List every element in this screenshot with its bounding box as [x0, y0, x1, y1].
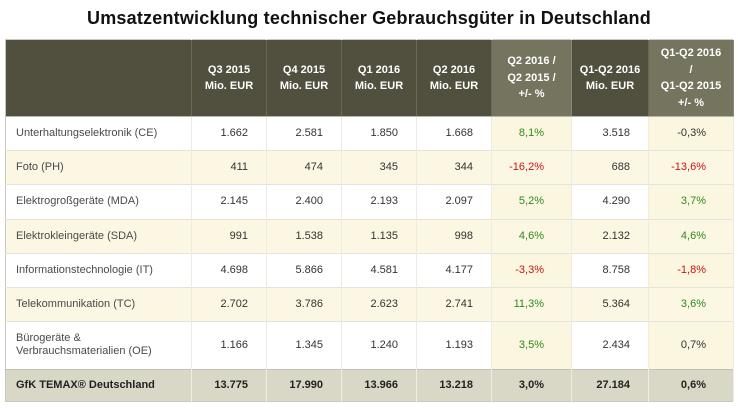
h1-change-cell: -13,6%	[648, 150, 734, 185]
value-cell: 4.581	[341, 252, 417, 288]
value-cell: 345	[341, 150, 417, 185]
value-cell: 998	[416, 218, 492, 254]
value-cell: 1.662	[191, 115, 267, 151]
value-cell: 2.145	[191, 184, 267, 220]
value-cell: 1.850	[341, 115, 417, 151]
column-header-h1-2016: Q1-Q2 2016 Mio. EUR	[571, 39, 649, 117]
value-cell: 2.581	[266, 115, 342, 151]
category-cell: Telekommunikation (TC)	[5, 286, 192, 322]
q2-change-cell: 8,1%	[491, 115, 572, 151]
h1-change-cell: -0,3%	[648, 115, 734, 151]
q2-change-cell: 5,2%	[491, 184, 572, 220]
value-cell: 4.698	[191, 252, 267, 288]
value-cell: 2.193	[341, 184, 417, 220]
temax-table: Q3 2015 Mio. EUR Q4 2015 Mio. EUR Q1 2016 …	[5, 39, 734, 402]
h1-value-cell: 2.132	[571, 218, 649, 254]
table-row: Informationstechnologie (IT) 4.698 5.866 4.…	[5, 252, 734, 288]
category-cell: Bürogeräte & Verbrauchsmaterialien (OE)	[5, 321, 192, 369]
column-header-q2-change: Q2 2016 / Q2 2015 / +/- %	[491, 39, 572, 117]
table-row: Bürogeräte & Verbrauchsmaterialien (OE) 1…	[5, 321, 734, 369]
value-cell: 2.097	[416, 184, 492, 220]
h1-change-cell: 3,7%	[648, 184, 734, 220]
q2-change-cell: 3,5%	[491, 321, 572, 369]
column-header-h1-change: Q1-Q2 2016 / Q1-Q2 2015 +/- %	[648, 39, 734, 117]
table-row: Elektrogroßgeräte (MDA) 2.145 2.400 2.193 2.…	[5, 184, 734, 220]
column-header-category	[5, 39, 192, 117]
value-cell: 1.668	[416, 115, 492, 151]
value-cell: 13.775	[191, 368, 267, 402]
h1-change-cell: 0,7%	[648, 321, 734, 369]
value-cell: 411	[191, 150, 267, 185]
category-cell: Elektrokleingeräte (SDA)	[5, 218, 192, 254]
table-row: Unterhaltungselektronik (CE) 1.662 2.581 1.…	[5, 115, 734, 151]
column-header-q1-2016: Q1 2016 Mio. EUR	[341, 39, 417, 117]
q2-change-cell: 11,3%	[491, 286, 572, 322]
h1-change-cell: 0,6%	[648, 368, 734, 402]
table-head: Q3 2015 Mio. EUR Q4 2015 Mio. EUR Q1 2016 …	[5, 39, 734, 117]
value-cell: 1.166	[191, 321, 267, 369]
value-cell: 13.218	[416, 368, 492, 402]
column-header-q2-2016: Q2 2016 Mio. EUR	[416, 39, 492, 117]
h1-value-cell: 8.758	[571, 252, 649, 288]
h1-change-cell: -1,8%	[648, 252, 734, 288]
h1-value-cell: 688	[571, 150, 649, 185]
value-cell: 2.741	[416, 286, 492, 322]
value-cell: 1.135	[341, 218, 417, 254]
value-cell: 17.990	[266, 368, 342, 402]
h1-value-cell: 4.290	[571, 184, 649, 220]
h1-change-cell: 4,6%	[648, 218, 734, 254]
table-body: Unterhaltungselektronik (CE) 1.662 2.581 1.…	[5, 115, 734, 402]
value-cell: 474	[266, 150, 342, 185]
h1-value-cell: 27.184	[571, 368, 649, 402]
value-cell: 1.345	[266, 321, 342, 369]
category-cell: Unterhaltungselektronik (CE)	[5, 115, 192, 151]
category-cell: Foto (PH)	[5, 150, 192, 185]
q2-change-cell: -3,3%	[491, 252, 572, 288]
column-header-q4-2015: Q4 2015 Mio. EUR	[266, 39, 342, 117]
category-cell: GfK TEMAX® Deutschland	[5, 368, 192, 402]
h1-value-cell: 3.518	[571, 115, 649, 151]
table-total-row: GfK TEMAX® Deutschland 13.775 17.990 13.966…	[5, 368, 734, 402]
value-cell: 4.177	[416, 252, 492, 288]
column-header-q3-2015: Q3 2015 Mio. EUR	[191, 39, 267, 117]
value-cell: 2.702	[191, 286, 267, 322]
value-cell: 1.240	[341, 321, 417, 369]
q2-change-cell: 4,6%	[491, 218, 572, 254]
page-title: Umsatzentwicklung technischer Gebrauchsg…	[87, 8, 651, 28]
table-row: Telekommunikation (TC) 2.702 3.786 2.623 2.7…	[5, 286, 734, 322]
value-cell: 2.400	[266, 184, 342, 220]
value-cell: 344	[416, 150, 492, 185]
value-cell: 2.623	[341, 286, 417, 322]
h1-value-cell: 5.364	[571, 286, 649, 322]
h1-change-cell: 3,6%	[648, 286, 734, 322]
value-cell: 3.786	[266, 286, 342, 322]
category-cell: Elektrogroßgeräte (MDA)	[5, 184, 192, 220]
q2-change-cell: 3,0%	[491, 368, 572, 402]
h1-value-cell: 2.434	[571, 321, 649, 369]
table-header-row: Q3 2015 Mio. EUR Q4 2015 Mio. EUR Q1 2016 …	[5, 39, 734, 117]
category-cell: Informationstechnologie (IT)	[5, 252, 192, 288]
table-row: Elektrokleingeräte (SDA) 991 1.538 1.135 998…	[5, 218, 734, 254]
table-row: Foto (PH) 411 474 345 344 -16,2% 688 -13,6%	[5, 150, 734, 185]
value-cell: 13.966	[341, 368, 417, 402]
value-cell: 5.866	[266, 252, 342, 288]
q2-change-cell: -16,2%	[491, 150, 572, 185]
value-cell: 991	[191, 218, 267, 254]
value-cell: 1.193	[416, 321, 492, 369]
value-cell: 1.538	[266, 218, 342, 254]
